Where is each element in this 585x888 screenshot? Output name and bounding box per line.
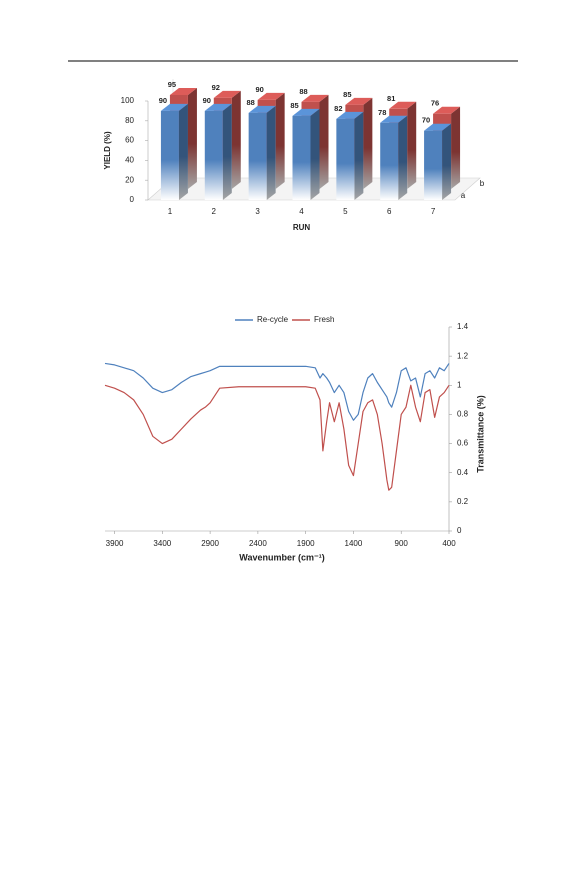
bar	[248, 112, 267, 200]
y-axis-label: Transmittance (%)	[475, 395, 485, 473]
bar-top	[345, 97, 373, 105]
bar-side	[231, 90, 241, 189]
data-label: 76	[431, 99, 439, 108]
y-tick-label: 60	[125, 136, 134, 145]
data-label: 88	[246, 98, 254, 107]
data-label: 92	[212, 83, 220, 92]
bar-top	[248, 105, 276, 113]
y-tick-label: 1	[457, 380, 462, 389]
bar-side	[451, 106, 461, 189]
series-label: a	[461, 191, 466, 200]
y-tick-label: 1.2	[457, 351, 469, 360]
x-tick-label: 400	[442, 539, 456, 548]
bar-top	[292, 108, 320, 116]
bar-side	[398, 115, 408, 200]
y-tick-label: 0.2	[457, 497, 469, 506]
x-tick-label: 1900	[297, 539, 315, 548]
bar-top	[160, 103, 188, 111]
x-tick-label: 3	[255, 207, 260, 216]
y-tick-label: 1.4	[457, 322, 469, 331]
bar-top	[336, 111, 364, 119]
bar-side	[407, 101, 417, 189]
y-tick-label: 0	[457, 526, 462, 535]
x-tick-label: 6	[387, 207, 392, 216]
bar-top	[204, 103, 232, 111]
x-tick-label: 3900	[106, 539, 124, 548]
y-tick-label: 40	[125, 156, 134, 165]
data-label: 85	[290, 101, 298, 110]
bar-top	[389, 101, 417, 109]
x-tick-label: 5	[343, 207, 348, 216]
y-tick-label: 0.4	[457, 468, 469, 477]
data-label: 81	[387, 94, 395, 103]
bar-top	[257, 92, 285, 100]
x-tick-label: 2400	[249, 539, 267, 548]
data-label: 88	[299, 87, 307, 96]
x-tick-label: 3400	[153, 539, 171, 548]
bar	[160, 110, 179, 200]
bar-top	[213, 90, 241, 98]
x-tick-label: 2	[212, 207, 217, 216]
y-tick-label: 0.6	[457, 439, 469, 448]
series-label: b	[480, 179, 485, 188]
y-axis-label: YIELD (%)	[103, 131, 112, 170]
bar-side	[222, 103, 232, 200]
data-label: 70	[422, 116, 430, 125]
data-label: 90	[159, 96, 167, 105]
x-tick-label: 4	[299, 207, 304, 216]
data-label: 90	[203, 96, 211, 105]
bar	[424, 130, 443, 200]
x-tick-label: 1	[168, 207, 173, 216]
bar-side	[363, 97, 373, 189]
bar-top	[380, 115, 408, 123]
bar	[204, 110, 223, 200]
x-tick-label: 2900	[201, 539, 219, 548]
bar-top	[424, 123, 452, 131]
bar-side	[275, 92, 285, 189]
bar-top	[169, 87, 197, 95]
data-label: 85	[343, 90, 351, 99]
legend-label: Re-cycle	[257, 315, 289, 324]
x-tick-label: 1400	[345, 539, 363, 548]
line-series	[104, 384, 450, 491]
bar-side	[178, 103, 188, 200]
bar	[336, 118, 355, 200]
x-tick-label: 7	[431, 207, 436, 216]
data-label: 90	[255, 85, 263, 94]
y-tick-label: 80	[125, 116, 134, 125]
y-tick-label: 100	[121, 96, 135, 105]
bar	[292, 115, 311, 200]
bar-side	[319, 94, 329, 189]
y-tick-label: 20	[125, 175, 134, 184]
bar-side	[266, 105, 276, 200]
bar-side	[354, 111, 364, 200]
legend-label: Fresh	[314, 315, 334, 324]
x-tick-label: 900	[395, 539, 409, 548]
y-tick-label: 0.8	[457, 410, 469, 419]
data-label: 95	[168, 80, 176, 89]
y-tick-label: 0	[130, 195, 135, 204]
x-axis-label: Wavenumber (cm⁻¹)	[239, 552, 324, 562]
bar-top	[433, 106, 461, 114]
bar-top	[301, 94, 329, 102]
line-series	[104, 362, 450, 421]
bar-side	[442, 123, 452, 200]
x-axis-label: RUN	[293, 223, 311, 232]
bar-side	[187, 87, 197, 189]
data-label: 78	[378, 108, 386, 117]
bar-side	[310, 108, 320, 200]
data-label: 82	[334, 104, 342, 113]
bar	[380, 122, 399, 200]
